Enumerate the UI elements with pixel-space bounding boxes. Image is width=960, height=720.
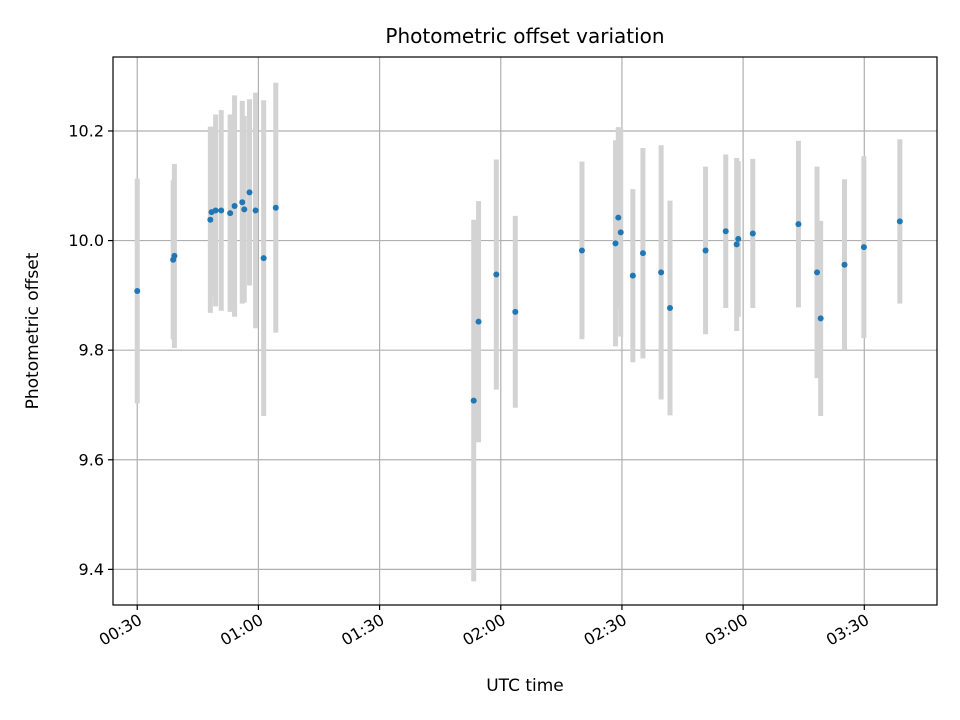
data-point: [218, 207, 225, 214]
data-point: [260, 255, 267, 262]
data-point: [667, 304, 674, 311]
data-point: [795, 221, 802, 228]
data-point: [578, 247, 585, 254]
plot-area-frame: [112, 56, 938, 606]
data-point: [272, 204, 279, 211]
y-tick-label: 10.2: [68, 121, 104, 140]
data-point: [227, 210, 234, 217]
y-tick-label: 9.6: [79, 450, 104, 469]
data-point: [171, 252, 178, 259]
y-axis-ticks: 9.4 9.6 9.8 10.0 10.2: [68, 121, 113, 579]
data-points: [134, 189, 903, 404]
data-point: [841, 261, 848, 268]
data-point: [231, 203, 238, 210]
data-point: [615, 214, 622, 221]
data-point: [241, 206, 248, 213]
data-point: [475, 318, 482, 325]
data-point: [612, 240, 619, 247]
data-point: [252, 207, 259, 214]
data-point: [246, 189, 253, 196]
data-point: [470, 397, 477, 404]
data-point: [639, 250, 646, 257]
y-tick-label: 9.8: [79, 341, 104, 360]
y-tick-label: 9.4: [79, 560, 104, 579]
data-point: [733, 241, 740, 248]
data-point: [512, 308, 519, 315]
chart-title: Photometric offset variation: [385, 24, 664, 48]
data-point: [896, 218, 903, 225]
data-point: [134, 287, 141, 294]
data-point: [658, 269, 665, 276]
data-point: [617, 229, 624, 236]
data-point: [735, 235, 742, 242]
data-point: [749, 230, 756, 237]
data-point: [207, 216, 214, 223]
data-point: [860, 244, 867, 251]
x-axis-title: UTC time: [486, 676, 564, 696]
data-point: [722, 228, 729, 235]
data-point: [493, 271, 500, 278]
data-point: [629, 272, 636, 279]
y-axis-title: Photometric offset: [23, 252, 43, 409]
data-point: [702, 247, 709, 254]
data-point: [212, 207, 219, 214]
data-point: [814, 269, 821, 276]
data-point: [239, 199, 246, 206]
y-tick-label: 10.0: [68, 231, 104, 250]
data-point: [817, 315, 824, 322]
